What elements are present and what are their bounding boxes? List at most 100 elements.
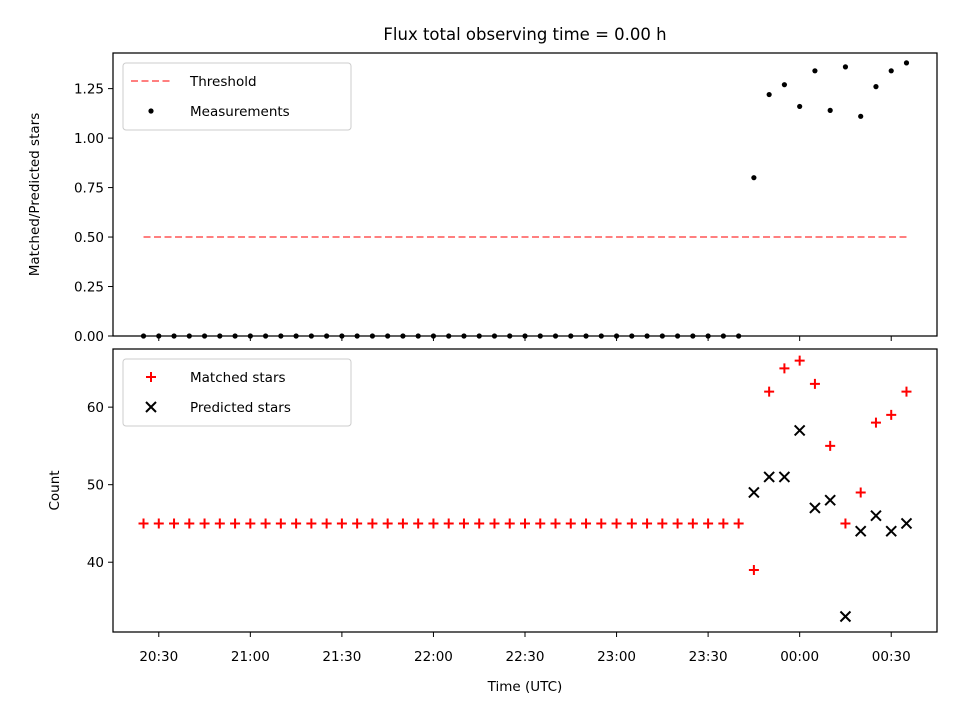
bottom-legend-predicted-stars-label: Predicted stars [190,400,291,416]
measurements-point [781,82,788,88]
bottom-y-axis-label: Count [47,470,63,510]
matched-stars-point [245,518,256,529]
top-legend-box [122,62,352,131]
bottom-y-tick-label: 40 [87,555,104,571]
matched-stars-point [428,518,439,529]
matched-stars-point [794,355,805,366]
matched-stars-point [367,518,378,529]
matched-stars-point [397,518,408,529]
matched-stars-point [703,518,714,529]
bottom-legend: Matched stars Predicted stars [122,358,352,427]
measurements-point [903,60,910,66]
measurements-point [873,84,879,90]
predicted-stars-point [885,525,897,537]
matched-stars-point [260,518,271,529]
bottom-legend-matched-stars-label: Matched stars [190,370,286,386]
top-legend-threshold-label: Threshold [189,74,257,90]
bottom-panel: 40 50 60 Count Matched stars Predicted star… [47,348,938,633]
measurements-point [827,107,833,113]
matched-stars-point [779,363,790,374]
matched-stars-point [230,518,241,529]
x-axis: 20:30 21:00 21:30 22:00 22:30 23:00 23:30 00:00… [139,336,911,665]
predicted-stars-point [763,471,775,483]
matched-stars-point [458,518,469,529]
matched-stars-point [535,518,546,529]
top-y-tick-label: 0.75 [74,181,104,197]
top-y-axis-label: Matched/Predicted stars [27,113,43,276]
matched-stars-point [199,518,210,529]
bottom-y-tick-label: 60 [87,400,104,416]
predicted-stars-point [809,502,821,514]
matched-stars-point [214,518,225,529]
matched-stars-point [275,518,286,529]
x-tick-label: 21:30 [322,649,361,665]
bottom-legend-box [122,358,352,427]
x-tick-label: 23:30 [689,649,728,665]
bottom-y-tick-label: 50 [87,478,104,494]
matched-stars-point [443,518,454,529]
measurements-point [751,175,757,181]
matched-stars-point [733,518,744,529]
predicted-stars-point [778,471,791,483]
predicted-stars-point [870,509,882,522]
matched-stars-point [153,518,164,529]
matched-stars-point [901,386,912,397]
matched-stars-point [718,518,729,529]
predicted-stars-point [900,517,913,530]
predicted-stars-point [854,525,867,537]
chart-title: Flux total observing time = 0.00 h [383,25,666,44]
predicted-stars-point [793,424,806,437]
measurements-point [858,113,864,119]
x-tick-label: 22:30 [506,649,545,665]
matched-stars-point [352,518,363,529]
matched-stars-point [504,518,515,529]
matched-stars-point [306,518,317,529]
x-axis-label: Time (UTC) [487,679,563,695]
top-legend-measurements-swatch [148,108,154,114]
matched-stars-point [169,518,180,529]
top-y-tick-label: 0.25 [74,280,104,296]
matched-stars-point [336,518,347,529]
matched-stars-point [748,564,759,575]
matched-stars-point [550,518,561,529]
predicted-stars-point [824,494,836,506]
matched-stars-point [520,518,530,529]
measurements-point [797,103,803,110]
matched-stars-point [840,518,851,529]
predicted-stars-point [748,486,760,499]
matched-stars-point [611,518,622,529]
matched-stars-point [870,417,881,428]
matched-stars-point [626,518,637,529]
top-legend-measurements-label: Measurements [190,104,290,120]
matched-stars-point [687,518,698,529]
matched-stars-point [184,518,195,529]
matched-stars-point [596,518,607,529]
x-tick-label: 00:30 [872,649,911,665]
matched-stars-point [672,518,683,529]
matched-stars-point [413,518,424,529]
matched-stars-point [138,518,149,529]
measurements-point [766,91,772,98]
top-y-tick-label: 0.50 [74,230,104,246]
matched-stars-point [809,378,820,389]
top-y-tick-label: 1.00 [74,131,104,147]
x-tick-label: 23:00 [597,649,636,665]
matched-stars-point [382,518,393,529]
top-y-tick-label: 1.25 [74,82,104,98]
bottom-legend-predicted-stars-swatch [145,401,157,413]
predicted-stars-point [839,610,852,623]
matched-stars-point [657,518,668,529]
measurements-point [812,68,818,74]
x-tick-label: 20:30 [139,649,178,665]
matched-stars-point [855,487,866,498]
matched-stars-point [474,518,485,529]
measurements-point [842,64,849,70]
matched-stars-point [291,518,302,529]
top-panel: 0.00 0.25 0.50 0.75 1.00 1.25 Matched/Predict… [27,52,938,345]
matched-stars-point [489,518,500,529]
matched-stars-point [565,518,576,529]
x-tick-label: 00:00 [780,649,819,665]
matched-stars-point [764,386,775,397]
matched-stars-point [886,409,897,420]
